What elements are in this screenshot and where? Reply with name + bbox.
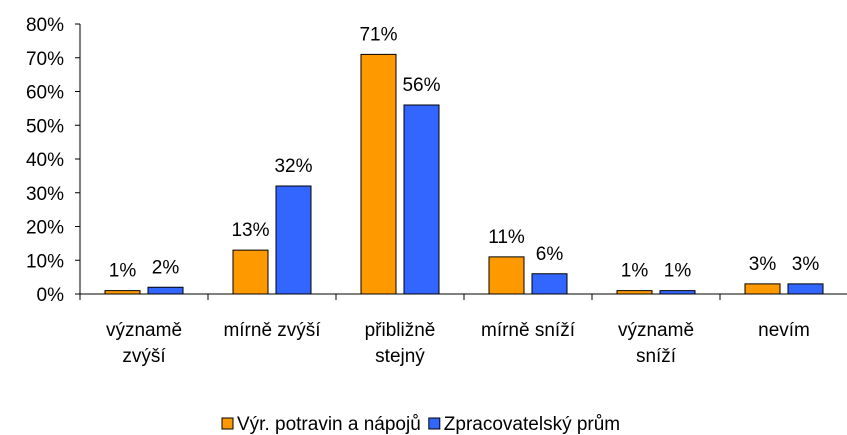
legend-label: Výr. potravin a nápojů [237,414,421,435]
value-label: 11% [488,227,525,248]
value-label: 71% [359,24,397,45]
y-tick-label: 10% [26,251,64,272]
bar [104,290,141,295]
legend-swatch [221,417,234,430]
bar [531,273,568,295]
x-tick-label: mírně zvýší [223,320,321,341]
x-tick-label: významě sníží [618,320,694,367]
value-label: 56% [402,75,440,96]
value-label: 13% [231,220,269,241]
y-tick-label: 80% [26,15,64,36]
bar [360,53,397,295]
bar [488,256,525,295]
bar [659,290,696,295]
value-label: 3% [792,254,820,275]
y-tick-label: 70% [26,49,64,70]
legend-swatch [428,417,441,430]
value-label: 1% [109,261,137,282]
y-tick-label: 30% [26,184,64,205]
x-tick-label: přibližně stejný [365,320,436,367]
y-tick-label: 0% [37,285,65,306]
value-label: 6% [536,244,564,265]
value-label: 3% [749,254,777,275]
bar [147,286,184,295]
value-label: 1% [664,261,692,282]
value-label: 2% [152,257,180,278]
bar [787,283,824,295]
y-tick-label: 40% [26,150,64,171]
bar [744,283,781,295]
bar [275,185,312,295]
x-tick-label: nevím [758,320,810,341]
value-label: 1% [621,261,649,282]
legend-label: Zpracovatelský prům [444,414,620,435]
x-tick-label: významě zvýší [106,320,182,367]
y-tick-label: 60% [26,83,64,104]
x-tick-label: mírně sníží [481,320,576,341]
value-label: 32% [274,156,312,177]
y-tick-label: 50% [26,116,64,137]
y-tick-label: 20% [26,218,64,239]
bar [403,104,440,295]
bar [616,290,653,295]
bar [232,249,269,295]
